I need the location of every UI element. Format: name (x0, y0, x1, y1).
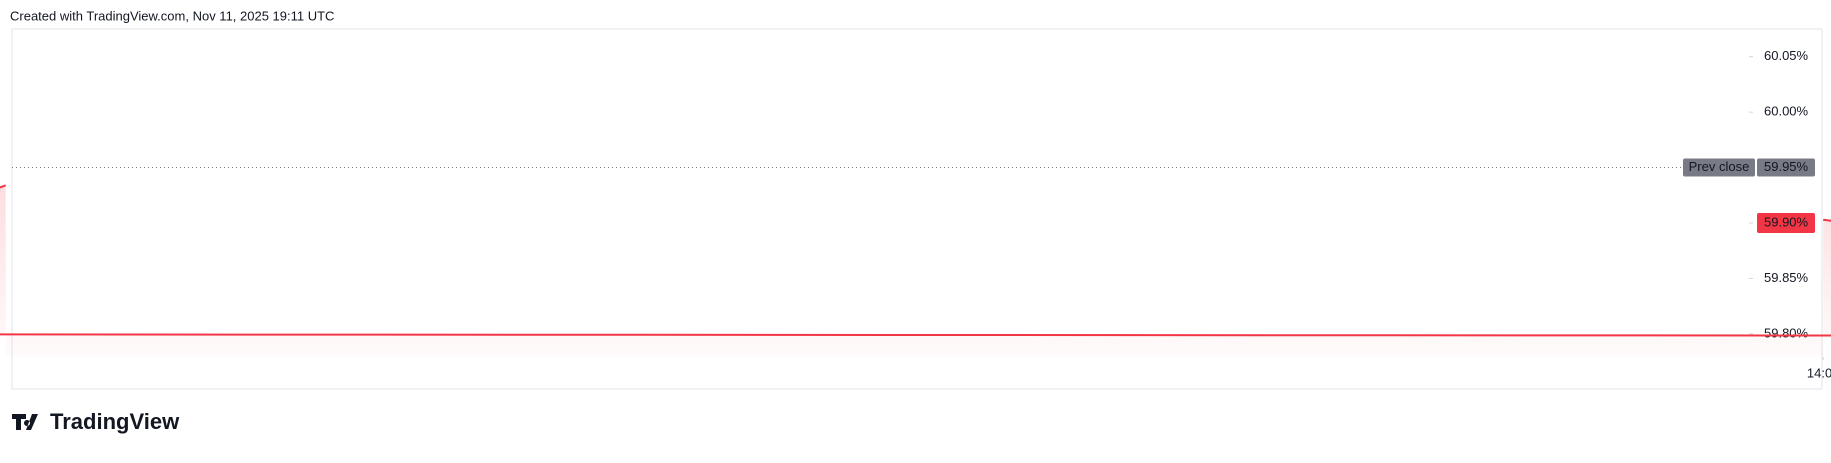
area (0, 185, 1831, 356)
y-tick-label: 59.85% (1764, 270, 1809, 285)
prev-close-value: 59.95% (1764, 159, 1809, 174)
logo: TradingView (12, 409, 180, 434)
prev-close-badge (1683, 158, 1755, 177)
x-tick-label: 14:00 (1807, 365, 1831, 380)
last-price-value: 59.90% (1764, 214, 1809, 229)
header: Created with TradingView.com, Nov 11, 20… (10, 8, 334, 23)
y-tick-label: 60.05% (1764, 48, 1809, 63)
chart-frame (11, 28, 1823, 390)
y-tick-label: 60.00% (1764, 104, 1809, 119)
prev-close-value-badge (1757, 158, 1815, 177)
prev-close-name: Prev close (1689, 159, 1750, 174)
line (0, 184, 1831, 337)
brand: TradingView (50, 409, 180, 434)
last-price-badge (1757, 212, 1815, 233)
